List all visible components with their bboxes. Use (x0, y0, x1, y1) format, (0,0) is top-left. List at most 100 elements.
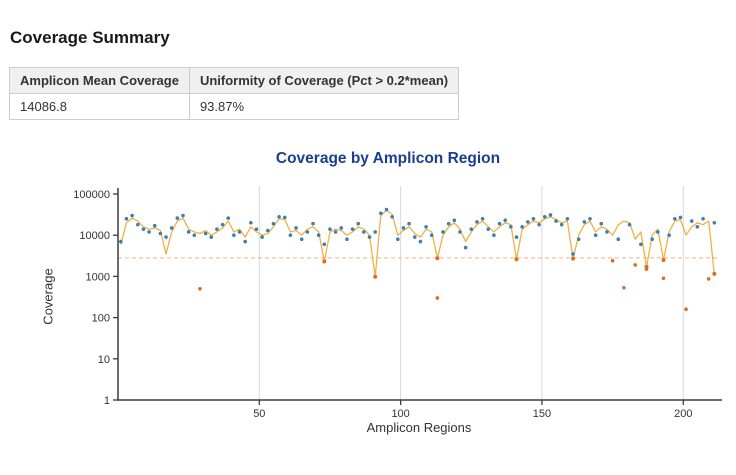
coverage-point (254, 227, 259, 231)
coverage-point (463, 245, 468, 250)
coverage-point (593, 233, 598, 237)
coverage-point (169, 226, 174, 230)
coverage-point (305, 230, 310, 234)
coverage-point (373, 230, 377, 234)
coverage-point (480, 217, 485, 221)
coverage-point (486, 227, 491, 231)
coverage-point (345, 237, 349, 241)
coverage-point (175, 216, 180, 220)
coverage-point (135, 222, 140, 227)
coverage-point (441, 230, 445, 234)
y-tick-label: 10000 (79, 230, 110, 242)
coverage-point (695, 224, 700, 229)
coverage-point (203, 231, 208, 236)
coverage-point (672, 217, 677, 221)
coverage-point (215, 227, 219, 231)
coverage-point (186, 230, 191, 234)
chart-plot-area: 1 10 100 1000 10000 100000 50 100 150 200 (73, 186, 722, 420)
coverage-point (492, 233, 496, 237)
coverage-point (407, 221, 411, 226)
coverage-point (526, 220, 530, 224)
coverage-point (712, 220, 717, 225)
coverage-point (119, 239, 123, 244)
coverage-point (322, 242, 327, 247)
coverage-point (333, 230, 338, 234)
coverage-point (390, 214, 394, 219)
coverage-point (661, 276, 666, 281)
y-axis-label: Coverage (40, 268, 56, 325)
x-tick-label: 150 (533, 408, 551, 420)
coverage-point (458, 230, 462, 234)
coverage-point (277, 214, 281, 219)
coverage-point (446, 221, 451, 226)
coverage-summary-table: Amplicon Mean Coverage Uniformity of Cov… (9, 67, 460, 120)
coverage-point (684, 307, 688, 311)
y-tick-label: 1 (104, 395, 110, 407)
coverage-point (328, 227, 332, 231)
x-axis-label: Amplicon Regions (366, 420, 472, 435)
coverage-point (475, 220, 479, 224)
coverage-point (401, 226, 406, 230)
coverage-point (452, 218, 457, 223)
y-tick-label: 100 (92, 313, 110, 325)
coverage-point (435, 296, 440, 300)
coverage-point (311, 221, 315, 226)
page-title: Coverage Summary (10, 28, 170, 47)
coverage-point (509, 224, 513, 229)
coverage-point (520, 224, 524, 229)
coverage-point (396, 237, 400, 241)
coverage-point (616, 237, 621, 241)
coverage-point (531, 217, 536, 221)
coverage-point (265, 228, 270, 233)
coverage-point (158, 231, 163, 236)
coverage-point (124, 217, 129, 221)
low-coverage-marker (322, 259, 327, 264)
coverage-point (706, 277, 711, 281)
coverage-point (554, 219, 558, 223)
low-coverage-marker (373, 274, 378, 279)
header-uniformity-of-coverage: Uniformity of Coverage (Pct > 0.2*mean) (188, 67, 460, 94)
coverage-point (232, 233, 236, 237)
coverage-point (559, 222, 564, 227)
y-tick-label: 1000 (86, 271, 110, 283)
coverage-point (299, 237, 304, 241)
coverage-point (548, 213, 553, 217)
coverage-point (130, 213, 134, 218)
coverage-point (503, 218, 508, 223)
coverage-point (469, 227, 474, 231)
coverage-point (622, 285, 626, 290)
coverage-point (152, 223, 157, 228)
coverage-point (656, 230, 660, 234)
coverage-point (164, 235, 168, 239)
coverage-point (678, 215, 683, 220)
coverage-point (356, 221, 361, 226)
coverage-point (542, 214, 547, 219)
coverage-point (650, 237, 654, 241)
coverage-point (588, 217, 592, 221)
coverage-point (537, 222, 541, 227)
coverage-point (141, 227, 146, 231)
coverage-point (226, 216, 231, 220)
coverage-point (667, 233, 671, 237)
coverage-point (610, 258, 615, 263)
coverage-point (362, 230, 366, 234)
cell-uniformity-of-coverage: 93.87% (188, 93, 460, 120)
cell-amplicon-mean-coverage: 14086.8 (9, 93, 190, 120)
coverage-point (249, 220, 253, 225)
coverage-point (701, 217, 705, 221)
coverage-point (384, 207, 389, 212)
coverage-chart: Coverage by Amplicon Region 1 10 100 1000 10… (0, 140, 736, 475)
coverage-point (599, 221, 604, 226)
coverage-point (260, 235, 264, 239)
low-coverage-marker (435, 256, 440, 261)
coverage-point (497, 221, 502, 226)
coverage-point (633, 263, 638, 267)
table-header-row: Amplicon Mean Coverage Uniformity of Cov… (9, 67, 460, 94)
coverage-point (339, 226, 344, 230)
coverage-point (418, 239, 423, 244)
coverage-point (412, 235, 417, 239)
coverage-point (576, 237, 581, 241)
coverage-point (367, 235, 372, 239)
coverage-point (424, 224, 428, 229)
